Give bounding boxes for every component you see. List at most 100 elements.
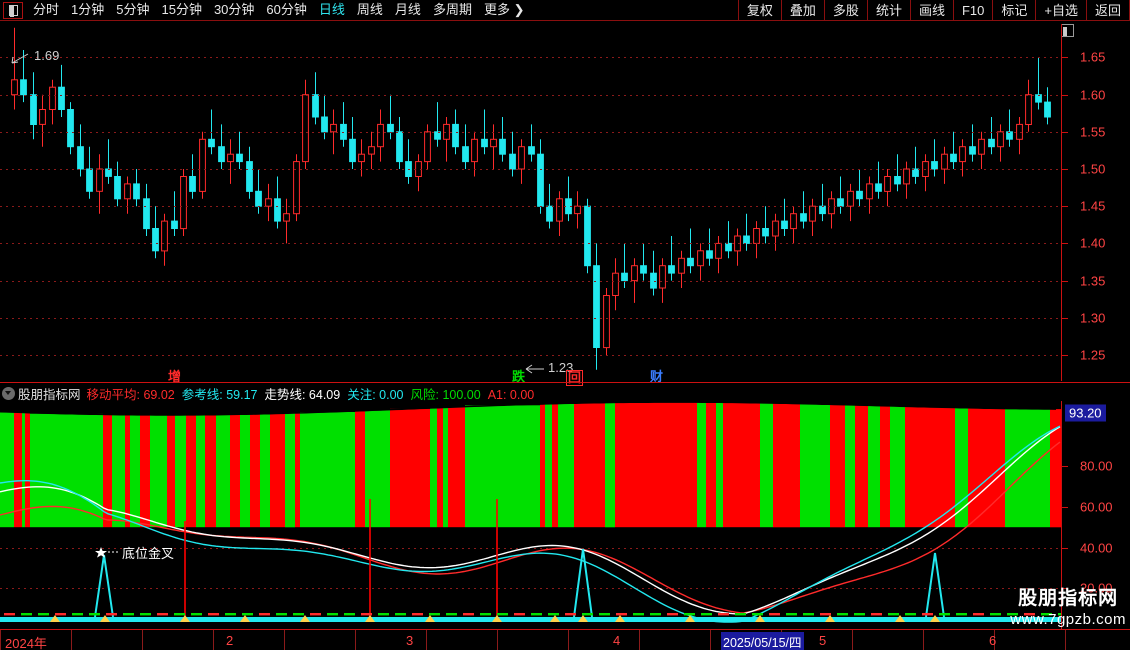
date-tick — [994, 630, 995, 650]
trend-band-30 — [443, 407, 448, 528]
toolbar-button-3[interactable]: 统计 — [866, 0, 910, 21]
date-axis: 2024年 2 3 4 5 6 2025/05/15/四 — [0, 629, 1130, 650]
trend-band-19 — [250, 414, 260, 528]
date-label-1: 2 — [226, 633, 234, 648]
trend-band-33 — [540, 404, 545, 528]
trend-band-17 — [230, 414, 240, 528]
indicator-values: 移动平均: 69.02 参考线: 59.17 走势线: 64.09 关注: 0.00 风… — [87, 384, 542, 403]
site-badge-icon — [2, 386, 15, 400]
trend-band-26 — [365, 410, 390, 528]
toolbar-button-8[interactable]: 返回 — [1085, 0, 1130, 21]
trend-band-42 — [716, 402, 723, 528]
price-gridline-4 — [0, 206, 1061, 207]
toolbar-button-7[interactable]: +自选 — [1035, 0, 1086, 21]
date-tick — [568, 630, 569, 650]
period-tab-1[interactable]: 1分钟 — [71, 2, 105, 17]
price-gridline-8 — [0, 355, 1061, 356]
date-tick — [497, 630, 498, 650]
trend-band-31 — [448, 407, 465, 528]
panel-toggle-icon[interactable] — [3, 1, 23, 19]
trend-band-56 — [1005, 408, 1050, 528]
indicator-axis-label-4: 20.00 — [1080, 580, 1113, 596]
trend-band-40 — [697, 402, 706, 528]
period-tab-3[interactable]: 15分钟 — [161, 2, 202, 17]
period-tab-5[interactable]: 60分钟 — [266, 2, 307, 17]
trend-band-48 — [845, 404, 855, 528]
indicator-axis-label-3: 40.00 — [1080, 540, 1113, 556]
period-tabs: 分时 1分钟 5分钟 15分钟 30分钟 60分钟 日线 周线 月线 多周期 更多 ❯ — [27, 0, 530, 20]
trend-band-44 — [760, 403, 773, 528]
trend-band-4 — [30, 413, 103, 528]
date-tick — [142, 630, 143, 650]
price-chart[interactable] — [0, 24, 1061, 381]
trend-band-0 — [0, 412, 14, 528]
trend-band-55 — [968, 408, 1005, 528]
period-tab-6[interactable]: 日线 — [318, 2, 345, 17]
period-tab-7[interactable]: 周线 — [356, 2, 383, 17]
toolbar-button-4[interactable]: 画线 — [909, 0, 953, 21]
trend-band-49 — [855, 405, 868, 528]
baseline-arrow-8 — [550, 615, 560, 622]
indicator-field-4: 风险: 100.00 — [410, 387, 481, 402]
candlestick-canvas — [11, 27, 1051, 370]
price-gridline-1 — [0, 95, 1061, 96]
price-axis-tick-4 — [1062, 206, 1068, 208]
oscillator-line-1 — [0, 426, 1061, 615]
baseline-arrow-7 — [492, 615, 502, 622]
toolbar-button-2[interactable]: 多股 — [823, 0, 867, 21]
trend-band-50 — [868, 405, 880, 528]
trend-band-27 — [390, 408, 430, 528]
period-tab-9[interactable]: 多周期 — [432, 2, 472, 17]
toolbar-button-1[interactable]: 叠加 — [780, 0, 824, 21]
price-axis-label-8: 1.25 — [1080, 347, 1106, 363]
date-tick — [1065, 630, 1066, 650]
signal-spike-2 — [925, 552, 945, 618]
price-y-axis: 1.65 1.60 1.55 1.50 1.45 1.40 1.35 1.30 1.25 — [1061, 24, 1130, 381]
toolbar-button-5[interactable]: F10 — [952, 0, 992, 21]
trend-band-45 — [773, 403, 800, 528]
price-gridline-5 — [0, 243, 1061, 244]
baseline-arrow-4 — [300, 615, 310, 622]
trend-band-16 — [216, 414, 230, 528]
baseline-arrow-12 — [755, 615, 765, 622]
indicator-axis-tick-3 — [1062, 547, 1068, 549]
trend-band-28 — [430, 407, 437, 528]
trend-band-2 — [22, 412, 25, 528]
indicator-y-axis: 80.00 60.00 40.00 20.00 93.20 — [1061, 401, 1130, 629]
chart-marker-1[interactable]: 跌 — [512, 369, 526, 384]
price-axis-label-3: 1.50 — [1080, 161, 1106, 177]
period-tab-0[interactable]: 分时 — [33, 2, 60, 17]
trend-band-37 — [574, 402, 605, 528]
trend-band-38 — [605, 402, 615, 528]
chart-marker-3[interactable]: 财 — [650, 369, 664, 384]
date-label-4: 5 — [819, 633, 827, 648]
chart-marker-2[interactable]: 回 — [566, 370, 584, 386]
indicator-field-1: 参考线: 59.17 — [181, 387, 258, 402]
price-axis-label-6: 1.35 — [1080, 273, 1106, 289]
indicator-canvas — [0, 401, 1061, 623]
date-tick — [923, 630, 924, 650]
chart-marker-0[interactable]: 增 — [168, 369, 182, 384]
trend-band-47 — [830, 404, 845, 528]
trend-band-36 — [558, 403, 574, 528]
price-axis-label-2: 1.55 — [1080, 124, 1106, 140]
baseline-arrow-5 — [365, 615, 375, 622]
period-tab-10[interactable]: 更多 ❯ — [483, 2, 525, 17]
toolbar-button-0[interactable]: 复权 — [737, 0, 781, 21]
trend-band-51 — [880, 405, 890, 528]
trend-band-13 — [186, 414, 196, 528]
high-price-annotation: 1.69 — [11, 48, 59, 64]
price-gridline-3 — [0, 169, 1061, 170]
date-tick — [355, 630, 356, 650]
price-gridline-6 — [0, 281, 1061, 282]
period-tab-2[interactable]: 5分钟 — [116, 2, 150, 17]
indicator-chart[interactable] — [0, 401, 1061, 629]
date-label-3: 4 — [613, 633, 621, 648]
baseline-band — [0, 617, 1061, 622]
period-tab-4[interactable]: 30分钟 — [213, 2, 255, 17]
date-tick — [213, 630, 214, 650]
baseline-arrow-1 — [100, 615, 110, 622]
toolbar-button-6[interactable]: 标记 — [992, 0, 1035, 21]
period-tab-8[interactable]: 月线 — [394, 2, 421, 17]
indicator-site-label: 股朋指标网 — [18, 387, 81, 402]
